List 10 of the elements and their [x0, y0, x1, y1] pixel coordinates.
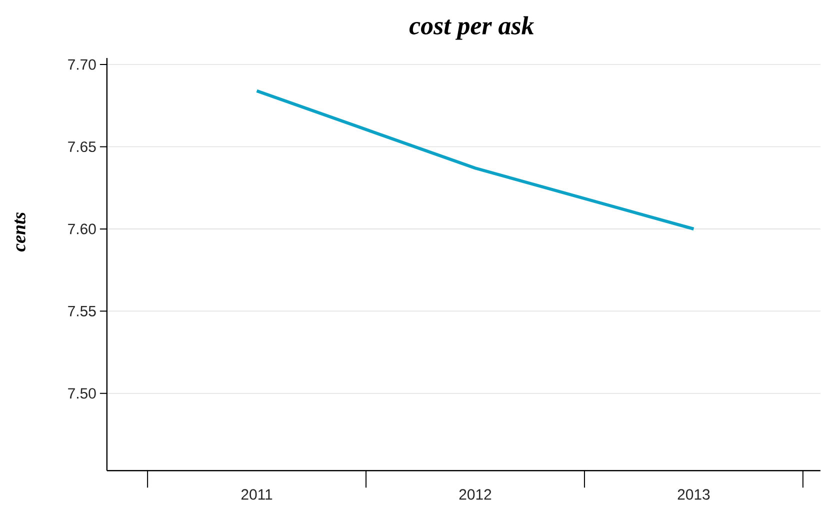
y-axis-title: cents	[14, 212, 26, 252]
y-tick-label: 7.55	[68, 306, 96, 317]
chart-title: cost per ask	[409, 16, 534, 40]
y-tick-label: 7.70	[68, 59, 96, 70]
y-tick-label: 7.50	[68, 388, 96, 399]
y-tick-label: 7.65	[68, 142, 96, 152]
x-tick-label: 2013	[678, 489, 710, 500]
y-tick-label: 7.60	[68, 224, 96, 234]
x-tick-label: 2012	[459, 489, 492, 500]
x-tick-label: 2011	[241, 489, 272, 500]
